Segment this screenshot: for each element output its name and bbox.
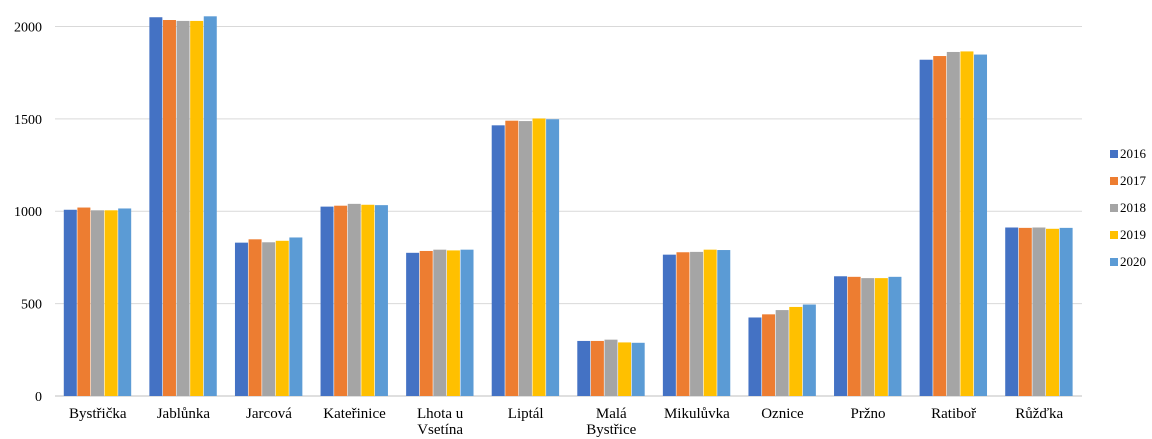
bar [234,242,248,396]
bar [190,20,204,397]
bar [874,278,888,396]
bar [532,118,546,397]
x-category-label: Pržno [851,406,886,422]
legend-item: 2016 [1110,146,1147,161]
legend-label: 2019 [1120,227,1146,242]
bar [77,207,91,396]
y-tick-label: 2000 [14,20,42,35]
bar [631,342,645,396]
bars [63,16,1073,397]
bar [118,208,132,396]
bar [491,125,505,396]
bar [374,205,388,396]
legend-item: 2020 [1110,254,1146,269]
bar [775,310,789,396]
bar [748,317,762,396]
bar [320,206,334,396]
bar [676,252,690,396]
x-category-label: Malá Bystřice [586,406,636,438]
bar [762,314,776,396]
y-tick-label: 500 [21,298,42,313]
bar [717,250,731,396]
x-category-label: Jablůnka [157,406,211,422]
bar [433,249,447,396]
bar [690,251,704,396]
bar [933,56,947,396]
bar [1018,227,1032,396]
bar [919,59,933,396]
bar [604,339,618,396]
bar [289,237,303,396]
legend-swatch [1110,177,1118,185]
bar [662,254,676,396]
bar [419,250,433,396]
legend-swatch [1110,150,1118,158]
legend-item: 2018 [1110,200,1146,215]
bar [546,119,560,396]
legend-item: 2019 [1110,227,1146,242]
bar [262,242,276,396]
x-category-label: Jarcová [246,406,292,422]
bar [1059,227,1073,396]
x-category-label: Mikulůvka [664,406,730,422]
x-category-label: Oznice [761,406,804,422]
legend-item: 2017 [1110,173,1147,188]
legend: 2016 2017 2018 2019 2020 [1110,146,1147,269]
bar [960,51,974,397]
legend-label: 2018 [1120,200,1146,215]
bar [162,20,176,396]
bar [334,205,348,396]
bar [90,210,104,396]
x-category-label: Růžďka [1015,406,1063,422]
bar [505,120,519,396]
bar [176,20,190,397]
bar [406,252,420,396]
legend-swatch [1110,258,1118,266]
y-axis-ticks: 0 500 1000 1500 2000 [14,20,42,405]
bar [1046,228,1060,396]
bar [1005,227,1019,396]
x-category-label: Liptál [508,406,544,422]
bar [518,121,532,396]
bar [248,239,262,396]
x-category-label: Kateřinice [323,406,386,422]
bar [703,249,717,396]
bar [590,340,604,396]
y-tick-label: 1500 [14,113,42,128]
legend-label: 2020 [1120,254,1146,269]
bar [347,203,361,396]
legend-label: 2016 [1120,146,1147,161]
bar [802,304,816,396]
bar [974,54,988,397]
bar [203,16,217,397]
x-axis-category-labels: Bystřička Jablůnka Jarcová Kateřinice Lhota … [69,406,1064,438]
bar [63,209,77,396]
x-category-label: Ratiboř [931,406,976,422]
bar [834,276,848,396]
bar [847,276,861,396]
legend-swatch [1110,204,1118,212]
legend-label: 2017 [1120,173,1147,188]
bar [446,250,460,396]
bar [104,210,118,396]
bar [861,278,875,396]
bar [275,240,289,396]
bar [361,204,375,396]
bar [946,51,960,396]
y-tick-label: 0 [35,390,42,405]
bar [618,342,632,396]
bar [149,17,163,397]
x-category-label: Lhota u Vsetína [417,406,464,438]
bar [577,340,591,396]
gridlines [55,25,1082,397]
legend-swatch [1110,231,1118,239]
bar [1032,227,1046,396]
x-category-label: Bystřička [69,406,127,422]
y-tick-label: 1000 [14,205,42,220]
bar [460,249,474,396]
bar [789,306,803,396]
bar [888,276,902,396]
